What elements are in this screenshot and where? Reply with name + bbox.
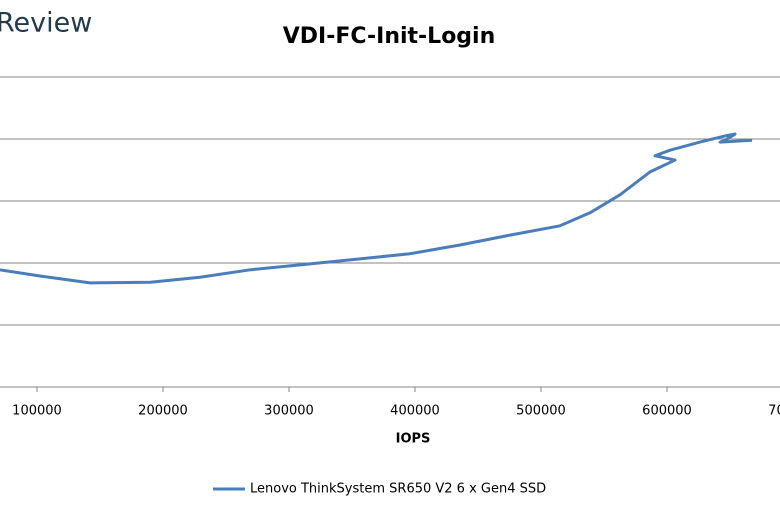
x-tick-label: 400000 [390, 404, 440, 419]
x-tick-label: 300000 [264, 404, 314, 419]
x-tick-label: 700000 [768, 404, 780, 419]
x-tick-label: 600000 [642, 404, 692, 419]
chart-title: VDI-FC-Init-Login [283, 24, 496, 49]
legend-label: Lenovo ThinkSystem SR650 V2 6 x Gen4 SSD [250, 482, 546, 497]
series-line [0, 132, 753, 285]
x-tick-label: 200000 [138, 404, 188, 419]
x-tick-label: 100000 [12, 404, 62, 419]
x-axis-title: IOPS [396, 432, 431, 447]
watermark: Review [0, 8, 92, 39]
x-tick-label: 500000 [516, 404, 566, 419]
